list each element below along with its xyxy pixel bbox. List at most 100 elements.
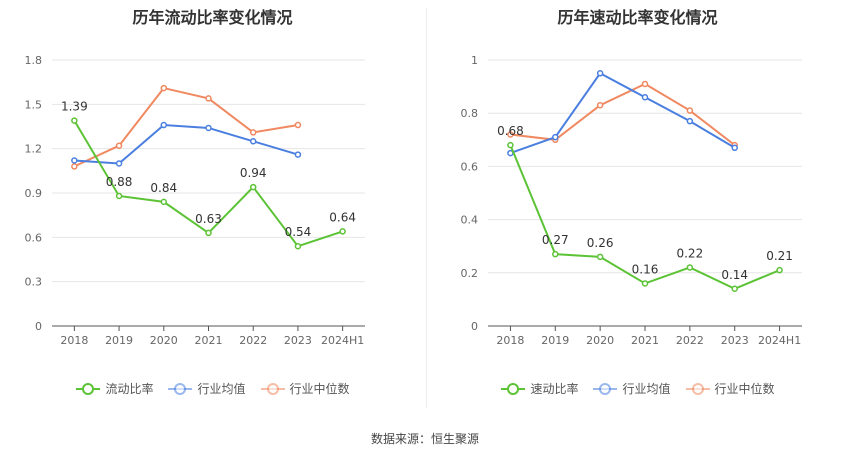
- y-tick-label: 1.5: [25, 98, 43, 111]
- y-tick-label: 0: [471, 320, 478, 333]
- data-point[interactable]: [294, 121, 302, 129]
- legend-swatch-icon: [260, 382, 285, 395]
- data-point[interactable]: [552, 133, 559, 141]
- series-line-industry-mean: [74, 123, 299, 165]
- legend-swatch-marker: [174, 382, 187, 395]
- x-tick-label: 2022: [676, 334, 704, 347]
- x-tick-label: 2021: [195, 334, 223, 347]
- y-tick-label: 0.6: [461, 160, 479, 173]
- x-tick-label: 2018: [496, 334, 524, 347]
- data-label: 0.68: [497, 124, 524, 138]
- legend-item-industry-median[interactable]: 行业中位数: [260, 380, 350, 397]
- legend-label: 行业中位数: [714, 382, 775, 396]
- data-point[interactable]: [294, 151, 302, 158]
- legend-label: 速动比率: [530, 382, 579, 396]
- x-tick-label: 2022: [239, 334, 267, 347]
- data-point[interactable]: [641, 80, 649, 88]
- legend-item-industry-median[interactable]: 行业中位数: [685, 380, 775, 397]
- legend-item-main[interactable]: 流动比率: [75, 380, 153, 397]
- data-label: 0.22: [676, 246, 703, 260]
- y-tick-label: 0.6: [25, 231, 43, 244]
- data-point[interactable]: [507, 131, 514, 138]
- data-point[interactable]: [596, 253, 604, 261]
- x-tick-label: 2018: [60, 334, 88, 347]
- data-source-note: 数据来源：恒生聚源: [370, 432, 479, 446]
- data-point[interactable]: [596, 101, 604, 109]
- data-point[interactable]: [686, 107, 694, 114]
- data-point[interactable]: [686, 117, 694, 125]
- data-point[interactable]: [71, 163, 78, 170]
- series-line-industry-median: [73, 86, 299, 168]
- data-point[interactable]: [686, 264, 694, 271]
- legend-swatch-icon: [593, 382, 618, 395]
- data-point[interactable]: [205, 229, 212, 237]
- data-label: 0.14: [721, 268, 748, 282]
- data-label: 1.39: [61, 100, 88, 114]
- left-chart-legend: 流动比率 行业均值 行业中位数: [0, 380, 425, 397]
- x-tick-label: 2020: [150, 334, 178, 347]
- panel-divider: [426, 8, 427, 408]
- data-point[interactable]: [776, 266, 783, 274]
- data-label: 0.26: [587, 236, 614, 250]
- legend-label: 流动比率: [105, 382, 154, 396]
- data-point[interactable]: [249, 138, 257, 145]
- series-line-industry-median: [510, 82, 736, 146]
- data-label: 0.21: [766, 249, 793, 263]
- data-point[interactable]: [160, 198, 168, 206]
- data-point[interactable]: [71, 157, 78, 164]
- legend-item-industry-mean[interactable]: 行业均值: [167, 380, 246, 397]
- data-label: 0.84: [150, 181, 177, 195]
- data-point[interactable]: [205, 124, 212, 132]
- y-tick-label: 1.8: [25, 54, 43, 67]
- data-point[interactable]: [596, 70, 604, 77]
- data-point[interactable]: [160, 121, 168, 129]
- data-label: 0.16: [632, 262, 659, 276]
- legend-swatch-icon: [685, 382, 710, 395]
- data-point[interactable]: [339, 228, 346, 235]
- left-chart-title: 历年流动比率变化情况: [132, 8, 293, 27]
- x-tick-label: 2019: [105, 334, 133, 347]
- right-chart-title: 历年速动比率变化情况: [557, 8, 718, 27]
- legend-item-industry-mean[interactable]: 行业均值: [592, 380, 671, 397]
- left-chart-plot: 0 0.3 0.6 0.9 1.2 1.5 1.8 2018 2019 2020 2021 2022 2…: [25, 54, 365, 347]
- x-tick-label: 2023: [721, 334, 749, 347]
- legend-label: 行业均值: [622, 382, 671, 396]
- legend-item-main[interactable]: 速动比率: [500, 380, 578, 397]
- data-point[interactable]: [731, 144, 738, 152]
- right-chart-legend: 速动比率 行业均值 行业中位数: [425, 380, 850, 397]
- legend-swatch-marker: [82, 382, 95, 395]
- data-label: 0.27: [542, 233, 569, 247]
- x-tick-label: 2023: [284, 334, 312, 347]
- legend-swatch-icon: [501, 382, 526, 395]
- legend-swatch-icon: [168, 382, 193, 395]
- data-point[interactable]: [115, 192, 123, 200]
- y-tick-label: 0.9: [25, 187, 43, 200]
- data-point[interactable]: [115, 142, 123, 149]
- data-point[interactable]: [205, 95, 212, 102]
- data-label: 0.94: [240, 166, 267, 180]
- data-point[interactable]: [731, 285, 738, 293]
- legend-swatch-marker: [266, 382, 279, 395]
- data-point[interactable]: [507, 141, 514, 149]
- data-point[interactable]: [249, 129, 257, 136]
- data-point[interactable]: [552, 250, 559, 258]
- y-tick-label: 0.3: [25, 276, 43, 289]
- data-label: 0.88: [106, 175, 133, 189]
- y-tick-label: 0.2: [461, 267, 479, 280]
- data-point[interactable]: [160, 84, 168, 92]
- y-tick-label: 0: [35, 320, 42, 333]
- data-point[interactable]: [641, 280, 649, 287]
- data-label: 0.63: [195, 212, 222, 226]
- x-tick-label: 2024H1: [758, 334, 801, 347]
- data-point[interactable]: [641, 93, 649, 101]
- x-tick-label: 2020: [586, 334, 614, 347]
- y-tick-label: 1.2: [25, 143, 43, 156]
- data-point[interactable]: [249, 183, 257, 191]
- data-point[interactable]: [294, 242, 302, 250]
- y-tick-label: 0.8: [461, 107, 479, 120]
- data-point[interactable]: [71, 117, 78, 124]
- legend-label: 行业均值: [197, 382, 246, 396]
- right-chart-plot: 0 0.2 0.4 0.6 0.8 1 2018 2019 2020 2021 2022 2023 20…: [461, 54, 802, 347]
- data-point[interactable]: [115, 160, 123, 167]
- x-tick-label: 2021: [631, 334, 659, 347]
